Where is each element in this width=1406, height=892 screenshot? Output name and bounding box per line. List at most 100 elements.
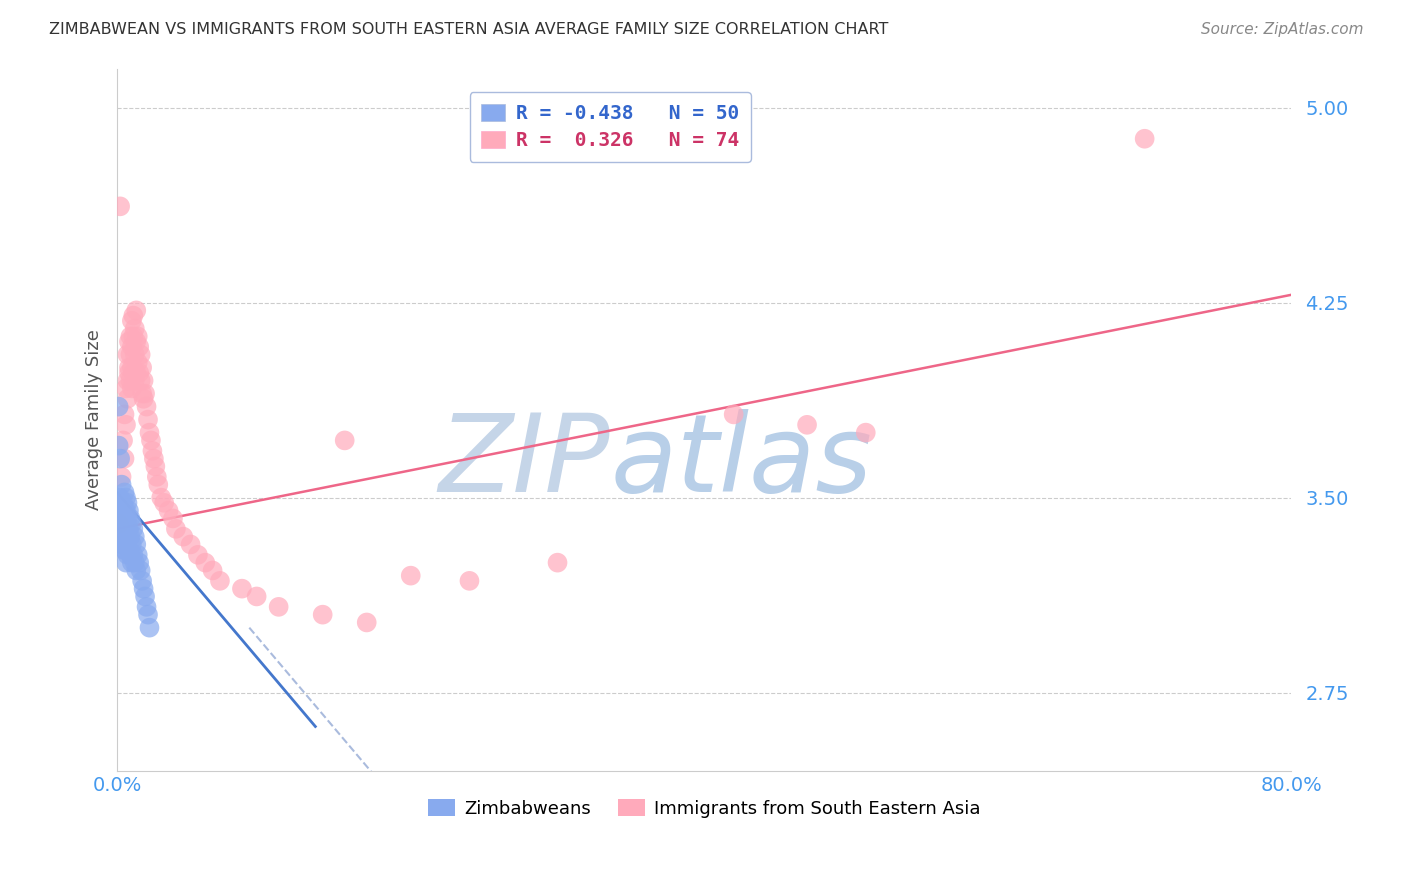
Point <box>194 556 217 570</box>
Point <box>117 530 139 544</box>
Point <box>132 582 155 596</box>
Point <box>124 321 146 335</box>
Text: atlas: atlas <box>610 409 872 514</box>
Point <box>120 329 142 343</box>
Point <box>107 516 129 531</box>
Point <box>121 537 143 551</box>
Point <box>208 574 231 588</box>
Point <box>141 443 163 458</box>
Point <box>547 556 569 570</box>
Point <box>115 522 138 536</box>
Y-axis label: Average Family Size: Average Family Size <box>86 329 103 510</box>
Point <box>134 386 156 401</box>
Point <box>135 599 157 614</box>
Point <box>112 530 135 544</box>
Point <box>135 400 157 414</box>
Point <box>125 537 148 551</box>
Point <box>118 542 141 557</box>
Text: Source: ZipAtlas.com: Source: ZipAtlas.com <box>1201 22 1364 37</box>
Point <box>114 485 136 500</box>
Point <box>121 314 143 328</box>
Point <box>115 556 138 570</box>
Point <box>122 548 145 562</box>
Point <box>201 564 224 578</box>
Text: ZIP: ZIP <box>439 409 610 514</box>
Point <box>120 548 142 562</box>
Point <box>138 425 160 440</box>
Point <box>723 408 745 422</box>
Point <box>134 590 156 604</box>
Point <box>125 366 148 380</box>
Point <box>117 548 139 562</box>
Point <box>122 366 145 380</box>
Point <box>117 496 139 510</box>
Point <box>108 503 131 517</box>
Point <box>139 434 162 448</box>
Point <box>122 309 145 323</box>
Point <box>312 607 335 622</box>
Point <box>180 537 202 551</box>
Point <box>120 511 142 525</box>
Point <box>132 374 155 388</box>
Point <box>162 511 184 525</box>
Point <box>131 360 153 375</box>
Point <box>128 366 150 380</box>
Point <box>128 556 150 570</box>
Point <box>333 434 356 448</box>
Point <box>172 530 194 544</box>
Point <box>1133 132 1156 146</box>
Point <box>125 564 148 578</box>
Point <box>112 542 135 557</box>
Point <box>114 408 136 422</box>
Point <box>108 491 131 505</box>
Point <box>356 615 378 630</box>
Point <box>107 439 129 453</box>
Point <box>118 522 141 536</box>
Point <box>121 360 143 375</box>
Point <box>120 374 142 388</box>
Point <box>165 522 187 536</box>
Point <box>115 537 138 551</box>
Point <box>108 199 131 213</box>
Point <box>124 374 146 388</box>
Point <box>122 522 145 536</box>
Point <box>107 400 129 414</box>
Point <box>121 381 143 395</box>
Point <box>127 548 149 562</box>
Point <box>143 459 166 474</box>
Point <box>121 556 143 570</box>
Point <box>122 329 145 343</box>
Point <box>128 340 150 354</box>
Point <box>138 621 160 635</box>
Legend: Zimbabweans, Immigrants from South Eastern Asia: Zimbabweans, Immigrants from South Easte… <box>420 792 988 825</box>
Point <box>121 340 143 354</box>
Point <box>231 582 253 596</box>
Point <box>153 496 176 510</box>
Point <box>136 607 159 622</box>
Point <box>120 348 142 362</box>
Text: ZIMBABWEAN VS IMMIGRANTS FROM SOUTH EASTERN ASIA AVERAGE FAMILY SIZE CORRELATION: ZIMBABWEAN VS IMMIGRANTS FROM SOUTH EAST… <box>49 22 889 37</box>
Point <box>124 530 146 544</box>
Point <box>131 386 153 401</box>
Point <box>127 355 149 369</box>
Point <box>855 425 877 440</box>
Point <box>129 564 152 578</box>
Point <box>120 530 142 544</box>
Point <box>458 574 481 588</box>
Point <box>115 503 138 517</box>
Point <box>146 470 169 484</box>
Point <box>125 334 148 349</box>
Point <box>129 348 152 362</box>
Point <box>114 516 136 531</box>
Point <box>157 503 180 517</box>
Point <box>125 303 148 318</box>
Point <box>187 548 209 562</box>
Point <box>110 537 132 551</box>
Point <box>142 451 165 466</box>
Point <box>108 451 131 466</box>
Point <box>117 374 139 388</box>
Point <box>127 329 149 343</box>
Point <box>110 477 132 491</box>
Point <box>112 496 135 510</box>
Point <box>117 348 139 362</box>
